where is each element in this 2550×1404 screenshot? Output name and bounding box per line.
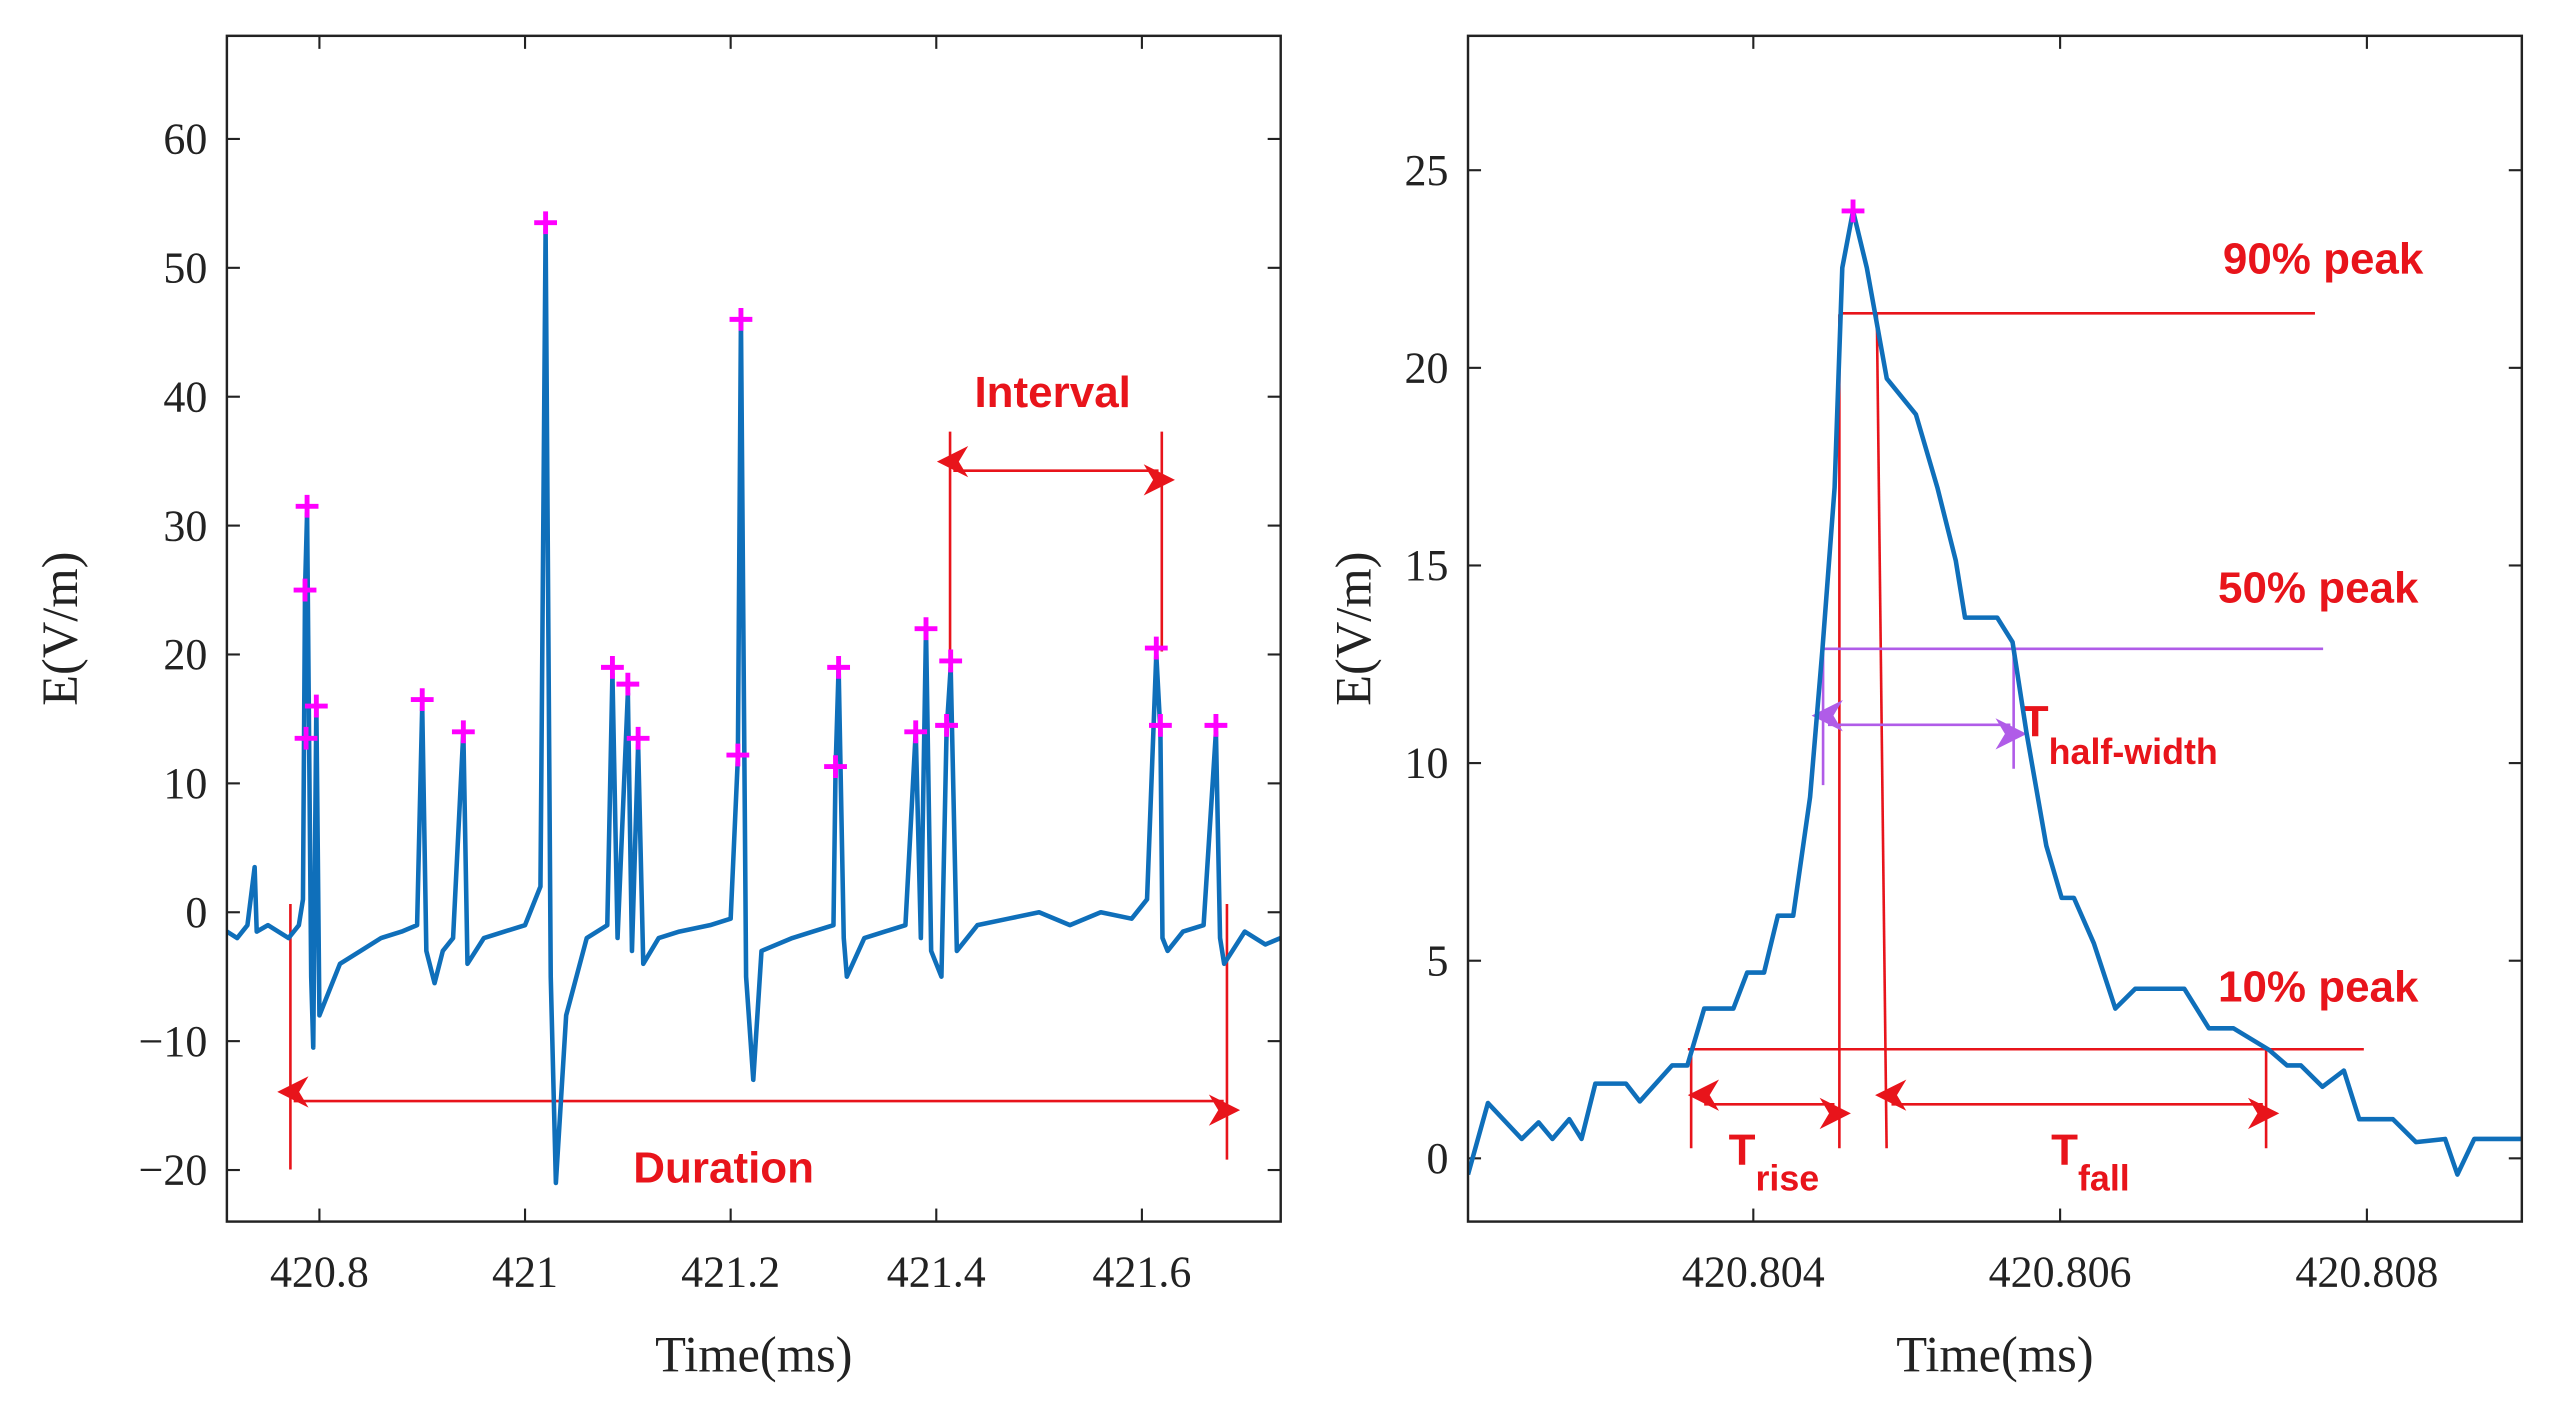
x-tick-label: 420.806: [1989, 1248, 2132, 1297]
time-label: Trise: [1729, 1126, 1820, 1199]
peak-marker: [451, 720, 475, 744]
y-tick-label: 40: [163, 372, 207, 421]
peak-marker: [304, 694, 328, 718]
signal-line: [1468, 208, 2522, 1177]
peak-marker: [939, 649, 963, 673]
x-tick-label: 420.808: [2295, 1248, 2438, 1297]
signal-line: [226, 226, 1281, 1186]
peak-marker: [914, 617, 938, 641]
interval-annotation: [936, 431, 1175, 652]
x-axis-label: Time(ms): [655, 1326, 852, 1382]
time-label: Thalf-width: [2022, 697, 2218, 772]
annotation: Interval: [974, 368, 1130, 417]
axes-frame: [225, 34, 1282, 1223]
axes-frame: [1466, 34, 2524, 1223]
y-axis-label: E(V/m): [1325, 552, 1381, 706]
plot-area: [1468, 199, 2522, 1177]
symbol: T: [1729, 1126, 1756, 1175]
peak-marker: [1144, 636, 1168, 660]
y-tick-label: 20: [163, 630, 207, 679]
peak-marker: [534, 211, 558, 235]
reference-label: 10% peak: [2218, 963, 2419, 1012]
y-tick-label: −20: [139, 1146, 208, 1195]
subscript: fall: [2078, 1159, 2130, 1199]
peak-marker: [729, 307, 753, 331]
y-tick-label: 10: [1404, 739, 1448, 788]
symbol: T: [2051, 1126, 2078, 1175]
peak-marker: [1841, 199, 1865, 223]
y-tick-label: 20: [1404, 344, 1448, 393]
reference-label: 50% peak: [2218, 564, 2419, 613]
y-tick-label: 0: [185, 888, 207, 937]
y-tick-label: 5: [1426, 936, 1448, 985]
peak-marker: [616, 672, 640, 696]
peak-marker: [626, 726, 650, 750]
reference-label: 90% peak: [2223, 235, 2424, 284]
peak-marker: [726, 743, 750, 767]
y-tick-label: 60: [163, 115, 207, 164]
y-tick-label: 50: [163, 243, 207, 292]
peak-marker: [935, 713, 958, 737]
peak-marker: [601, 655, 624, 679]
half-width-annotation: [1811, 649, 2027, 786]
peak-marker: [410, 688, 434, 711]
x-tick-label: 421.6: [1092, 1248, 1191, 1297]
peak-marker: [295, 494, 319, 518]
peak-marker: [1149, 713, 1172, 737]
y-tick-label: 25: [1404, 146, 1448, 195]
subscript: half-width: [2049, 732, 2218, 772]
y-tick-label: 15: [1404, 541, 1448, 590]
peak-marker: [824, 755, 847, 779]
peak-marker: [294, 726, 318, 750]
x-tick-label: 421.4: [887, 1248, 986, 1297]
x-axis-label: Time(ms): [1896, 1326, 2093, 1382]
x-tick-label: 421.2: [681, 1248, 780, 1297]
subscript: rise: [1755, 1159, 1819, 1199]
y-tick-label: 10: [163, 759, 207, 808]
y-axis-label: E(V/m): [32, 552, 88, 706]
plot-area: [226, 211, 1281, 1186]
x-tick-label: 421: [492, 1248, 558, 1297]
peak-marker: [904, 720, 928, 744]
time-label: Tfall: [2051, 1126, 2130, 1199]
y-tick-label: −10: [139, 1017, 208, 1066]
duration-annotation: [277, 903, 1241, 1170]
x-tick-label: 420.804: [1682, 1248, 1825, 1297]
annotation: Duration: [633, 1143, 814, 1192]
y-tick-label: 30: [163, 501, 207, 550]
x-tick-label: 420.8: [270, 1248, 369, 1297]
peak-marker: [1204, 713, 1228, 737]
y-tick-label: 0: [1426, 1134, 1448, 1183]
peak-marker: [827, 655, 851, 679]
peak-marker: [293, 578, 317, 602]
